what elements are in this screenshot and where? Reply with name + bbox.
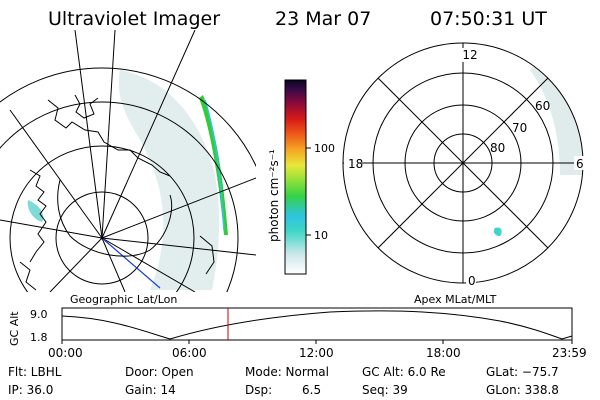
colorbar-unit-label: photon cm⁻²s⁻¹ bbox=[267, 149, 281, 242]
time-label: 07:50:31 UT bbox=[430, 8, 547, 30]
info-gc-alt: GC Alt: 6.0 Re bbox=[362, 365, 446, 379]
colorbar-scale bbox=[284, 79, 307, 275]
geographic-panel bbox=[0, 30, 256, 292]
mlt-label-6: 6 bbox=[576, 157, 584, 171]
info-dsp-label: Dsp: bbox=[245, 383, 272, 397]
mlt-label-12: 12 bbox=[462, 48, 477, 62]
info-seq: Seq: 39 bbox=[362, 383, 408, 397]
mlt-label-18: 18 bbox=[348, 157, 363, 171]
info-ip: IP: 36.0 bbox=[8, 383, 53, 397]
info-gain: Gain: 14 bbox=[125, 383, 176, 397]
info-filter: Flt: LBHL bbox=[8, 365, 62, 379]
geo-panel-label: Geographic Lat/Lon bbox=[70, 293, 177, 306]
colorbar: 100 10 photon cm⁻²s⁻¹ bbox=[267, 79, 335, 275]
timeline-xtick-2359: 23:59 bbox=[552, 346, 587, 360]
info-glon: GLon: 338.8 bbox=[486, 383, 559, 397]
info-glat: GLat: −75.7 bbox=[486, 365, 559, 379]
timeline-xtick-0600: 06:00 bbox=[172, 346, 207, 360]
polar-panel: 12 18 6 0 80 70 60 bbox=[342, 42, 586, 288]
orbit-timeline: GC Alt 9.0 1.8 00:00 06:00 12:00 18:00 2… bbox=[8, 307, 587, 360]
polar-grid bbox=[342, 42, 584, 284]
altitude-curve bbox=[61, 310, 573, 340]
mlat-label-60: 60 bbox=[535, 99, 550, 113]
meridians bbox=[0, 30, 256, 292]
aurora-band bbox=[199, 95, 228, 235]
info-dsp-value: 6.5 bbox=[302, 383, 321, 397]
colorbar-tick-10: 10 bbox=[314, 229, 328, 242]
info-mode: Mode: Normal bbox=[245, 365, 329, 379]
instrument-title: Ultraviolet Imager bbox=[48, 8, 220, 30]
timeline-xtick-1200: 12:00 bbox=[299, 346, 334, 360]
mlt-label-0: 0 bbox=[468, 274, 476, 288]
mlat-label-80: 80 bbox=[490, 141, 505, 155]
coastlines bbox=[19, 94, 215, 291]
polar-emission-haze bbox=[530, 60, 583, 175]
info-block: Flt: LBHL IP: 36.0 Door: Open Gain: 14 M… bbox=[8, 365, 559, 397]
date-label: 23 Mar 07 bbox=[275, 8, 371, 30]
timeline-ylabel: GC Alt bbox=[8, 311, 21, 346]
polar-panel-label: Apex MLat/MLT bbox=[414, 293, 497, 306]
timeline-xtick-1800: 18:00 bbox=[426, 346, 461, 360]
timeline-ytick-bottom: 1.8 bbox=[30, 331, 48, 344]
timeline-ytick-top: 9.0 bbox=[30, 308, 48, 321]
latitude-circles bbox=[0, 67, 256, 292]
info-door: Door: Open bbox=[125, 365, 194, 379]
satellite-track bbox=[101, 237, 161, 289]
timeline-ticks bbox=[61, 340, 573, 344]
mlat-label-70: 70 bbox=[512, 121, 527, 135]
timeline-xtick-0000: 00:00 bbox=[48, 346, 83, 360]
colorbar-tick-100: 100 bbox=[314, 142, 335, 155]
timeline-frame bbox=[61, 307, 573, 341]
